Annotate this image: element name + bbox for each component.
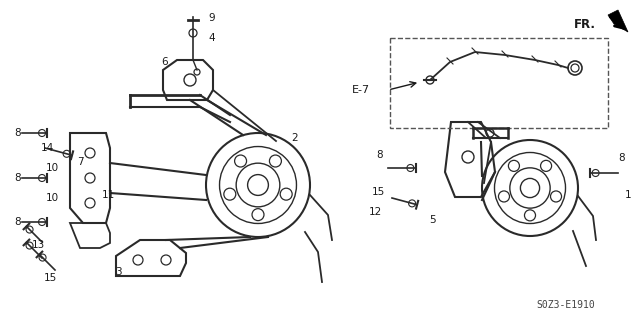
- Text: 8: 8: [619, 153, 625, 163]
- Text: 8: 8: [377, 150, 383, 160]
- Text: 1: 1: [625, 190, 631, 200]
- Text: 5: 5: [429, 215, 435, 225]
- Text: 6: 6: [162, 57, 168, 67]
- Text: 13: 13: [31, 240, 45, 250]
- Text: 8: 8: [15, 173, 21, 183]
- Polygon shape: [608, 10, 628, 32]
- Text: S0Z3-E1910: S0Z3-E1910: [536, 300, 595, 310]
- Text: 11: 11: [101, 190, 115, 200]
- Text: 15: 15: [371, 187, 385, 197]
- Text: 4: 4: [209, 33, 215, 43]
- Text: 12: 12: [369, 207, 381, 217]
- Text: 14: 14: [40, 143, 54, 153]
- Text: 3: 3: [115, 267, 122, 277]
- Bar: [390, 38, 608, 128]
- Text: 15: 15: [44, 273, 56, 283]
- Text: 10: 10: [45, 163, 59, 173]
- Text: 7: 7: [77, 157, 83, 167]
- Text: E-7: E-7: [352, 85, 370, 95]
- Text: FR.: FR.: [574, 18, 596, 31]
- Text: 2: 2: [292, 133, 298, 143]
- Text: 8: 8: [15, 217, 21, 227]
- Text: 10: 10: [45, 193, 59, 203]
- Text: 9: 9: [209, 13, 215, 23]
- Text: 8: 8: [15, 128, 21, 138]
